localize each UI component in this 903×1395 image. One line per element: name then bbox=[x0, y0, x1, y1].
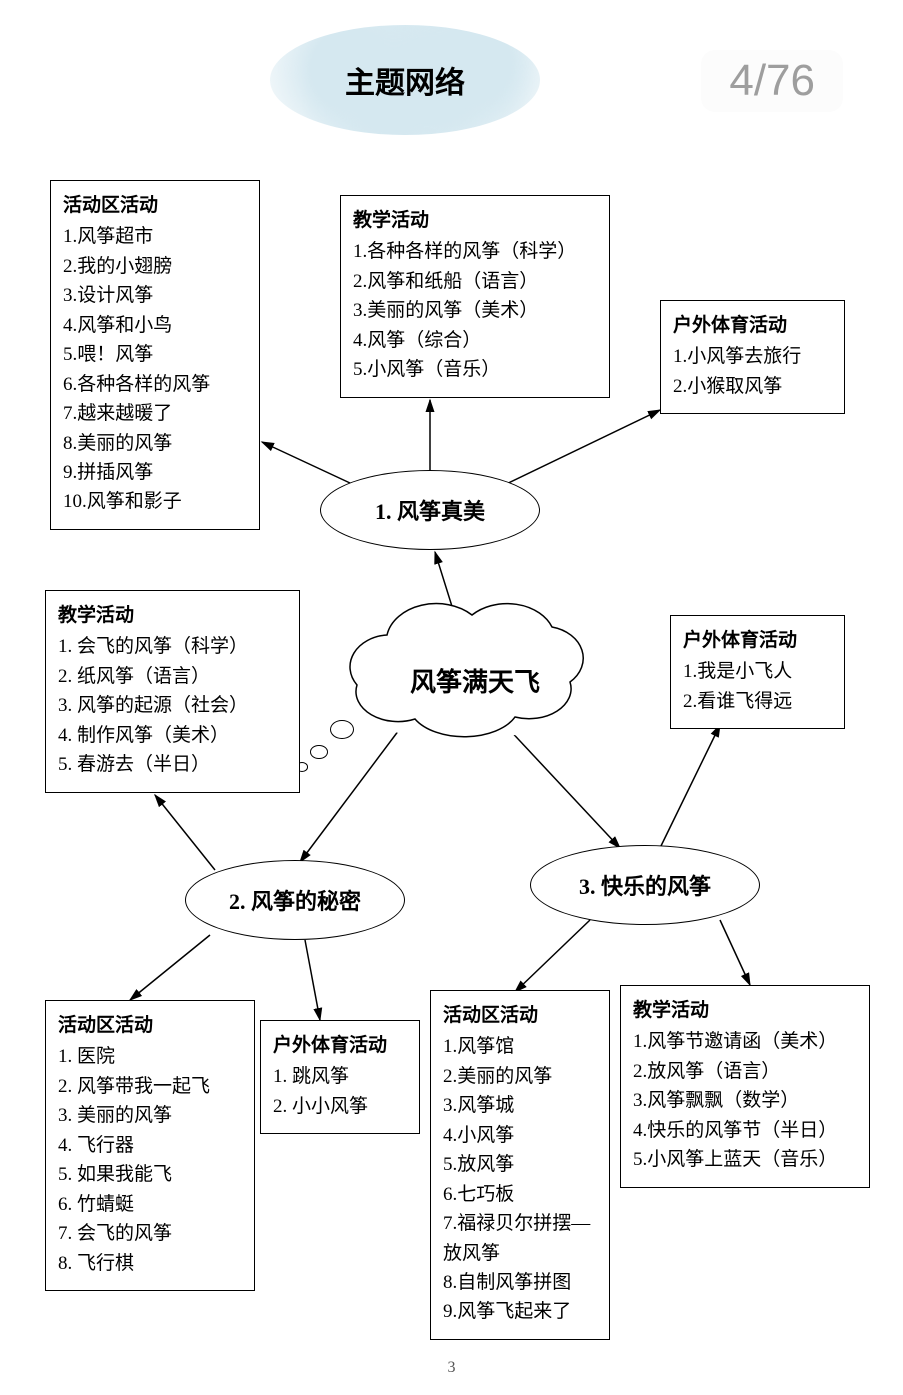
box-item: 3.美丽的风筝（美术） bbox=[353, 296, 597, 325]
box-item: 5.小风筝上蓝天（音乐） bbox=[633, 1145, 857, 1174]
subtopic-label: 1. 风筝真美 bbox=[375, 494, 485, 526]
box-item: 4.风筝（综合） bbox=[353, 326, 597, 355]
box-item: 1.风筝馆 bbox=[443, 1032, 597, 1061]
box-b4: 教学活动1. 会飞的风筝（科学）2. 纸风筝（语言）3. 风筝的起源（社会）4.… bbox=[45, 590, 300, 793]
box-title: 教学活动 bbox=[353, 206, 597, 235]
box-item: 1.我是小飞人 bbox=[683, 657, 832, 686]
box-item: 1. 跳风筝 bbox=[273, 1062, 407, 1091]
box-item: 2.放风筝（语言） bbox=[633, 1057, 857, 1086]
box-item: 2.小猴取风筝 bbox=[673, 372, 832, 401]
box-item: 2.看谁飞得远 bbox=[683, 687, 832, 716]
box-item: 4.快乐的风筝节（半日） bbox=[633, 1116, 857, 1145]
box-title: 户外体育活动 bbox=[683, 626, 832, 655]
box-item: 4.小风筝 bbox=[443, 1121, 597, 1150]
box-item: 2. 纸风筝（语言） bbox=[58, 662, 287, 691]
box-item: 2.我的小翅膀 bbox=[63, 252, 247, 281]
center-topic: 风筝满天飞 bbox=[355, 630, 595, 730]
box-item: 8.美丽的风筝 bbox=[63, 429, 247, 458]
box-item: 3. 风筝的起源（社会） bbox=[58, 691, 287, 720]
box-item: 2.风筝和纸船（语言） bbox=[353, 267, 597, 296]
page-title: 主题网络 bbox=[280, 35, 530, 125]
box-item: 7.福禄贝尔拼摆—放风筝 bbox=[443, 1209, 597, 1268]
box-item: 3.风筝飘飘（数学） bbox=[633, 1086, 857, 1115]
footer-page-number: 3 bbox=[448, 1359, 456, 1377]
box-item: 5.喂！风筝 bbox=[63, 340, 247, 369]
box-title: 教学活动 bbox=[58, 601, 287, 630]
box-item: 6.七巧板 bbox=[443, 1180, 597, 1209]
box-item: 7.越来越暖了 bbox=[63, 399, 247, 428]
box-b7: 户外体育活动1. 跳风筝2. 小小风筝 bbox=[260, 1020, 420, 1134]
box-item: 1.风筝超市 bbox=[63, 222, 247, 251]
box-title: 活动区活动 bbox=[443, 1001, 597, 1030]
box-item: 10.风筝和影子 bbox=[63, 487, 247, 516]
box-item: 1.各种各样的风筝（科学） bbox=[353, 237, 597, 266]
box-item: 5.放风筝 bbox=[443, 1150, 597, 1179]
box-item: 1. 会飞的风筝（科学） bbox=[58, 632, 287, 661]
box-title: 户外体育活动 bbox=[673, 311, 832, 340]
center-topic-label: 风筝满天飞 bbox=[410, 662, 540, 699]
subtopic-label: 3. 快乐的风筝 bbox=[579, 869, 711, 901]
box-item: 6.各种各样的风筝 bbox=[63, 370, 247, 399]
box-item: 6. 竹蜻蜓 bbox=[58, 1190, 242, 1219]
box-item: 3. 美丽的风筝 bbox=[58, 1101, 242, 1130]
box-title: 活动区活动 bbox=[58, 1011, 242, 1040]
box-item: 5. 如果我能飞 bbox=[58, 1160, 242, 1189]
box-item: 8. 飞行棋 bbox=[58, 1249, 242, 1278]
box-item: 2. 风筝带我一起飞 bbox=[58, 1072, 242, 1101]
box-b2: 教学活动1.各种各样的风筝（科学）2.风筝和纸船（语言）3.美丽的风筝（美术）4… bbox=[340, 195, 610, 398]
box-item: 7. 会飞的风筝 bbox=[58, 1219, 242, 1248]
box-item: 2.美丽的风筝 bbox=[443, 1062, 597, 1091]
box-b6: 活动区活动1. 医院2. 风筝带我一起飞3. 美丽的风筝4. 飞行器5. 如果我… bbox=[45, 1000, 255, 1291]
box-item: 4. 制作风筝（美术） bbox=[58, 721, 287, 750]
box-item: 5. 春游去（半日） bbox=[58, 750, 287, 779]
title-text: 主题网络 bbox=[345, 58, 465, 102]
box-item: 5.小风筝（音乐） bbox=[353, 355, 597, 384]
box-item: 9.拼插风筝 bbox=[63, 458, 247, 487]
box-b8: 活动区活动1.风筝馆2.美丽的风筝3.风筝城4.小风筝5.放风筝6.七巧板7.福… bbox=[430, 990, 610, 1340]
box-title: 户外体育活动 bbox=[273, 1031, 407, 1060]
page-counter: 4/76 bbox=[701, 50, 843, 112]
box-item: 1.风筝节邀请函（美术） bbox=[633, 1027, 857, 1056]
box-item: 3.设计风筝 bbox=[63, 281, 247, 310]
box-b1: 活动区活动1.风筝超市2.我的小翅膀3.设计风筝4.风筝和小鸟5.喂！风筝6.各… bbox=[50, 180, 260, 530]
box-b9: 教学活动1.风筝节邀请函（美术）2.放风筝（语言）3.风筝飘飘（数学）4.快乐的… bbox=[620, 985, 870, 1188]
box-item: 9.风筝飞起来了 bbox=[443, 1297, 597, 1326]
box-item: 3.风筝城 bbox=[443, 1091, 597, 1120]
box-b5: 户外体育活动1.我是小飞人2.看谁飞得远 bbox=[670, 615, 845, 729]
box-item: 8.自制风筝拼图 bbox=[443, 1268, 597, 1297]
subtopic-sub2: 2. 风筝的秘密 bbox=[185, 860, 405, 940]
subtopic-sub1: 1. 风筝真美 bbox=[320, 470, 540, 550]
box-item: 4.风筝和小鸟 bbox=[63, 311, 247, 340]
box-item: 1.小风筝去旅行 bbox=[673, 342, 832, 371]
box-item: 2. 小小风筝 bbox=[273, 1092, 407, 1121]
subtopic-label: 2. 风筝的秘密 bbox=[229, 884, 361, 916]
box-b3: 户外体育活动1.小风筝去旅行2.小猴取风筝 bbox=[660, 300, 845, 414]
box-item: 1. 医院 bbox=[58, 1042, 242, 1071]
box-title: 教学活动 bbox=[633, 996, 857, 1025]
box-title: 活动区活动 bbox=[63, 191, 247, 220]
subtopic-sub3: 3. 快乐的风筝 bbox=[530, 845, 760, 925]
box-item: 4. 飞行器 bbox=[58, 1131, 242, 1160]
